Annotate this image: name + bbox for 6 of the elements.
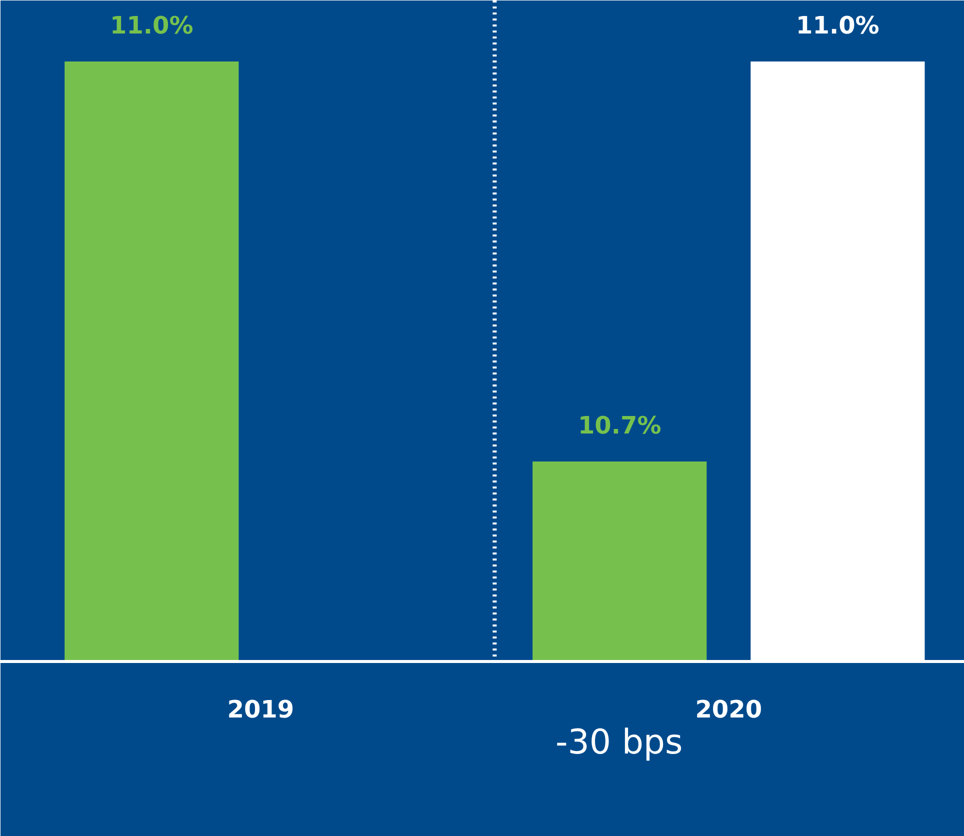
data-label: 11.0% bbox=[110, 12, 194, 40]
data-label: 11.0% bbox=[796, 12, 880, 40]
data-label: 10.7% bbox=[578, 412, 662, 440]
text: -30 bps bbox=[556, 722, 683, 762]
x-tick-label: 2020 bbox=[695, 696, 762, 724]
x-tick-label: 2019 bbox=[227, 696, 294, 724]
